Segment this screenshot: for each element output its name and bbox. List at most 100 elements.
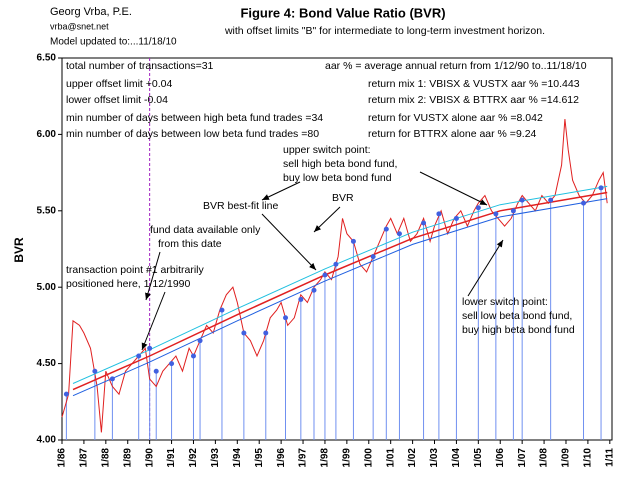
annotation: min number of days between low beta fund…	[66, 128, 319, 140]
arrow	[261, 181, 301, 201]
x-tick-label: 1/95	[254, 448, 265, 468]
x-tick-label: 1/97	[298, 448, 309, 468]
annotation: total number of transactions=31	[66, 60, 214, 72]
transaction-point	[311, 287, 317, 293]
x-tick-label: 1/07	[517, 448, 528, 468]
annotation: upper switch point:	[283, 144, 371, 156]
arrows	[141, 171, 504, 351]
transaction-point	[219, 307, 225, 313]
transaction-point	[475, 205, 481, 211]
x-tick-label: 1/99	[342, 448, 353, 468]
y-tick-label: 6.00	[37, 129, 57, 140]
x-tick-label: 1/00	[363, 448, 374, 468]
y-tick-label: 4.50	[37, 358, 57, 369]
x-tick-label: 1/96	[276, 448, 287, 468]
x-tick-label: 1/03	[429, 448, 440, 468]
annotation: positioned here, 1/12/1990	[66, 278, 191, 290]
author: Georg Vrba, P.E.	[50, 6, 132, 18]
arrow	[141, 291, 166, 351]
arrow	[145, 251, 161, 301]
transaction-point	[493, 211, 499, 217]
arrow	[261, 213, 317, 271]
arrow	[467, 239, 504, 297]
x-tick-label: 1/04	[451, 448, 462, 468]
x-tick-label: 1/98	[320, 448, 331, 468]
transaction-point	[436, 211, 442, 217]
y-tick-label: 5.50	[37, 205, 57, 216]
chart-title: Figure 4: Bond Value Ratio (BVR)	[240, 5, 445, 20]
x-tick-label: 1/02	[407, 448, 418, 468]
series-line	[61, 119, 608, 433]
y-tick-label: 4.00	[37, 435, 57, 446]
transaction-point	[109, 376, 115, 382]
transaction-point	[92, 368, 98, 374]
y-axis-label: BVR	[12, 237, 26, 263]
annotation: buy low beta bond fund	[283, 172, 392, 184]
annotation: lower switch point:	[462, 296, 548, 308]
transaction-point	[548, 197, 554, 203]
transaction-point	[396, 231, 402, 237]
x-tick-label: 1/93	[210, 448, 221, 468]
annotation: aar % = average annual return from 1/12/…	[325, 60, 587, 72]
transaction-point	[350, 238, 356, 244]
annotation: sell high beta bond fund,	[283, 158, 397, 170]
transaction-point	[453, 215, 459, 221]
y-tick-label: 5.00	[37, 282, 57, 293]
x-tick-label: 1/90	[144, 448, 155, 468]
transaction-point	[322, 272, 328, 278]
annotation: sell low beta bond fund,	[462, 310, 572, 322]
transaction-point	[63, 391, 69, 397]
y-tick-label: 6.50	[37, 53, 57, 64]
x-tick-label: 1/87	[79, 448, 90, 468]
annotation: return mix 1: VBISX & VUSTX aar % =10.44…	[368, 78, 580, 90]
transaction-point	[298, 296, 304, 302]
x-tick-label: 1/89	[122, 448, 133, 468]
plot: 4.00 4.50 5.00 5.50 6.00 6.50 1/86 1/87 1/88 1/89…	[37, 53, 616, 468]
annotation: return mix 2: VBISX & BTTRX aar % =14.61…	[368, 94, 579, 106]
annotation: BVR	[332, 192, 354, 204]
email: vrba@snet.net	[50, 21, 109, 31]
transaction-point	[153, 368, 159, 374]
transaction-point	[197, 338, 203, 344]
x-tick-label: 1/08	[539, 448, 550, 468]
chart-subtitle: with offset limits "B" for intermediate …	[224, 25, 545, 37]
transaction-point	[241, 330, 247, 336]
arrow	[313, 206, 341, 233]
annotation: transaction point #1 arbitrarily	[66, 264, 204, 276]
transaction-point	[421, 220, 427, 226]
transaction-point	[383, 226, 389, 232]
transaction-point	[147, 345, 153, 351]
x-tick-label: 1/05	[473, 448, 484, 468]
update-note: Model updated to:...11/18/10	[50, 37, 177, 48]
annotation: return for VUSTX alone aar % =8.042	[368, 112, 543, 124]
x-tick-label: 1/92	[188, 448, 199, 468]
transaction-point	[510, 208, 516, 214]
transaction-point	[333, 261, 339, 267]
x-tick-label: 1/11	[604, 448, 615, 467]
annotation: buy high beta bond fund	[462, 324, 575, 336]
x-tick-label: 1/10	[583, 448, 594, 468]
transaction-point	[263, 330, 269, 336]
transaction-point	[370, 254, 376, 260]
x-tick-label: 1/94	[232, 448, 243, 468]
transaction-point	[283, 315, 289, 321]
annotation: return for BTTRX alone aar % =9.24	[368, 128, 537, 140]
annotation: from this date	[158, 238, 222, 250]
plot-frame	[61, 57, 613, 441]
x-tick-label: 1/88	[100, 448, 111, 468]
series-line	[72, 198, 608, 397]
arrow	[419, 171, 488, 206]
annotation: lower offset limit -0.04	[66, 94, 168, 106]
x-tick-label: 1/01	[385, 448, 396, 468]
annotation: upper offset limit +0.04	[66, 78, 172, 90]
transaction-point	[136, 353, 142, 359]
x-tick-label: 1/86	[57, 448, 68, 468]
annotation: BVR best-fit line	[203, 200, 278, 212]
transaction-point	[598, 185, 604, 191]
transaction-point	[190, 353, 196, 359]
transaction-point	[169, 361, 175, 367]
annotation: fund data available only	[150, 224, 261, 236]
transaction-point	[581, 200, 587, 206]
annotation: min number of days between high beta fun…	[66, 112, 323, 124]
